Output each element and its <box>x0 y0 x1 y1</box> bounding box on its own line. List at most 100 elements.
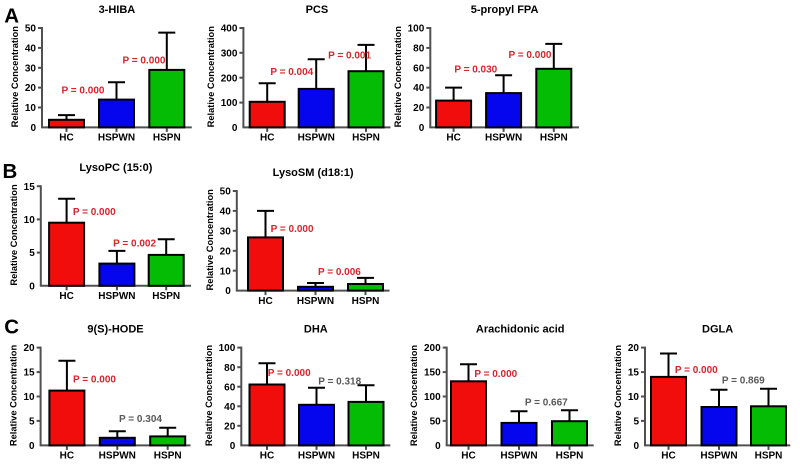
svg-text:30: 30 <box>25 63 37 74</box>
svg-text:10: 10 <box>628 392 640 403</box>
svg-text:P = 0.004: P = 0.004 <box>270 67 313 78</box>
svg-text:50: 50 <box>25 24 37 35</box>
svg-text:0: 0 <box>29 281 35 292</box>
svg-text:HSPWN: HSPWN <box>298 133 335 144</box>
svg-text:P = 0.006: P = 0.006 <box>318 267 361 278</box>
svg-text:HC: HC <box>446 133 460 144</box>
svg-text:10: 10 <box>220 266 232 277</box>
svg-text:HSPWN: HSPWN <box>500 451 537 462</box>
svg-text:Relative Concentration: Relative Concentration <box>10 26 20 128</box>
svg-text:9(S)-HODE: 9(S)-HODE <box>87 324 143 336</box>
svg-text:HSPN: HSPN <box>755 451 783 462</box>
svg-text:5-propyl FPA: 5-propyl FPA <box>471 4 539 16</box>
svg-text:HC: HC <box>59 291 73 302</box>
svg-text:P = 0.002: P = 0.002 <box>113 238 156 249</box>
svg-text:50: 50 <box>220 187 232 198</box>
svg-text:0: 0 <box>30 123 36 134</box>
svg-text:0: 0 <box>633 441 639 452</box>
svg-text:0: 0 <box>29 441 35 452</box>
svg-text:60: 60 <box>413 63 425 74</box>
svg-text:15: 15 <box>628 368 640 379</box>
svg-text:HSPN: HSPN <box>352 296 380 307</box>
svg-text:HSPN: HSPN <box>540 133 568 144</box>
svg-text:HSPN: HSPN <box>556 451 584 462</box>
svg-text:15: 15 <box>23 368 35 379</box>
svg-text:HSPN: HSPN <box>153 133 181 144</box>
svg-text:HSPWN: HSPWN <box>98 291 135 302</box>
svg-text:0: 0 <box>225 286 231 297</box>
svg-text:0: 0 <box>230 441 236 452</box>
svg-text:80: 80 <box>224 363 236 374</box>
svg-text:P = 0.304: P = 0.304 <box>119 414 162 425</box>
svg-text:HC: HC <box>461 451 475 462</box>
svg-text:200: 200 <box>221 73 238 84</box>
svg-text:0: 0 <box>435 441 441 452</box>
svg-text:HSPWN: HSPWN <box>98 133 135 144</box>
svg-text:LysoSM (d18:1): LysoSM (d18:1) <box>273 167 354 179</box>
svg-text:80: 80 <box>413 44 425 55</box>
svg-text:HC: HC <box>260 451 274 462</box>
svg-text:40: 40 <box>413 83 425 94</box>
svg-text:3-HIBA: 3-HIBA <box>99 4 136 16</box>
svg-text:P = 0.000: P = 0.000 <box>73 207 116 218</box>
svg-text:20: 20 <box>224 421 236 432</box>
svg-text:HC: HC <box>258 296 272 307</box>
svg-text:40: 40 <box>25 44 37 55</box>
svg-text:P = 0.000: P = 0.000 <box>271 224 314 235</box>
svg-text:P = 0.000: P = 0.000 <box>474 369 517 380</box>
svg-text:HC: HC <box>59 133 73 144</box>
svg-text:Relative Concentration: Relative Concentration <box>205 189 215 291</box>
svg-text:P = 0.869: P = 0.869 <box>722 376 765 387</box>
svg-text:5: 5 <box>633 417 639 428</box>
svg-text:60: 60 <box>224 382 236 393</box>
svg-text:P = 0.000: P = 0.000 <box>73 375 116 386</box>
svg-text:300: 300 <box>221 48 238 59</box>
svg-text:P = 0.030: P = 0.030 <box>454 64 497 75</box>
svg-text:HSPN: HSPN <box>154 451 182 462</box>
svg-text:P = 0.318: P = 0.318 <box>318 376 361 387</box>
svg-text:100: 100 <box>424 392 441 403</box>
svg-text:100: 100 <box>219 343 236 354</box>
svg-text:Relative Concentration: Relative Concentration <box>393 26 403 128</box>
svg-text:20: 20 <box>23 343 35 354</box>
svg-text:10: 10 <box>25 103 37 114</box>
svg-text:P = 0.001: P = 0.001 <box>328 51 371 62</box>
svg-text:200: 200 <box>424 343 441 354</box>
svg-text:A: A <box>4 5 19 28</box>
svg-text:P = 0.000: P = 0.000 <box>268 368 311 379</box>
svg-text:40: 40 <box>224 402 236 413</box>
svg-text:HSPN: HSPN <box>352 451 380 462</box>
svg-text:HSPWN: HSPWN <box>297 296 334 307</box>
svg-text:Arachidonic acid: Arachidonic acid <box>476 324 565 336</box>
svg-text:P = 0.000: P = 0.000 <box>123 56 166 67</box>
svg-text:Relative Concentration: Relative Concentration <box>9 345 19 447</box>
svg-text:10: 10 <box>24 215 36 226</box>
svg-text:HSPWN: HSPWN <box>700 451 737 462</box>
svg-text:P = 0.000: P = 0.000 <box>62 85 105 96</box>
svg-text:HSPWN: HSPWN <box>298 451 335 462</box>
svg-text:40: 40 <box>220 207 232 218</box>
svg-text:PCS: PCS <box>306 4 329 16</box>
svg-text:0: 0 <box>232 123 238 134</box>
svg-text:HSPN: HSPN <box>352 133 380 144</box>
svg-text:30: 30 <box>220 226 232 237</box>
svg-text:5: 5 <box>29 417 35 428</box>
svg-text:20: 20 <box>628 343 640 354</box>
svg-text:20: 20 <box>413 103 425 114</box>
svg-text:DHA: DHA <box>304 324 328 336</box>
svg-text:20: 20 <box>220 246 232 257</box>
svg-text:5: 5 <box>29 248 35 259</box>
svg-text:Relative Concentration: Relative Concentration <box>613 345 623 447</box>
svg-text:HSPWN: HSPWN <box>99 451 136 462</box>
svg-text:0: 0 <box>419 123 425 134</box>
svg-text:HSPWN: HSPWN <box>485 133 522 144</box>
svg-text:Relative Concentration: Relative Concentration <box>204 345 214 447</box>
svg-text:100: 100 <box>408 24 425 35</box>
svg-text:HC: HC <box>661 451 675 462</box>
svg-text:150: 150 <box>424 368 441 379</box>
svg-text:50: 50 <box>430 417 442 428</box>
svg-text:P = 0.667: P = 0.667 <box>525 397 568 408</box>
svg-text:DGLA: DGLA <box>702 324 733 336</box>
svg-text:P = 0.000: P = 0.000 <box>509 50 552 61</box>
svg-text:C: C <box>4 316 19 339</box>
